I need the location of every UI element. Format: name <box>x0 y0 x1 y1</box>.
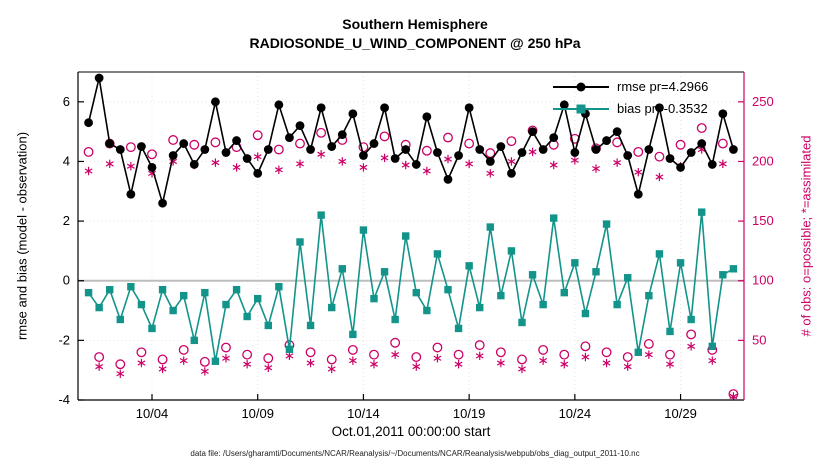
x-axis-label: Oct.01,2011 00:00:00 start <box>331 424 491 439</box>
legend-label-rmse: rmse pr=4.2966 <box>617 79 709 94</box>
svg-text:200: 200 <box>752 153 774 168</box>
legend-row-bias: bias pr=-0.3532 <box>553 101 708 116</box>
bias-marker-icon <box>576 104 586 113</box>
right-axis-label: # of obs: o=possible; *=assimilated <box>798 135 814 337</box>
svg-text:10/29: 10/29 <box>664 406 697 421</box>
svg-text:10/09: 10/09 <box>241 406 274 421</box>
svg-text:150: 150 <box>752 213 774 228</box>
left-axis-label: rmse and bias (model - observation) <box>14 131 30 341</box>
legend: rmse pr=4.2966 bias pr=-0.3532 <box>553 79 708 116</box>
svg-text:0: 0 <box>63 273 70 288</box>
svg-text:10/24: 10/24 <box>559 406 592 421</box>
plot-title: Southern Hemisphere <box>342 16 488 32</box>
svg-text:4: 4 <box>63 153 70 168</box>
legend-row-rmse: rmse pr=4.2966 <box>553 79 708 94</box>
svg-text:10/14: 10/14 <box>347 406 380 421</box>
svg-text:6: 6 <box>63 94 70 109</box>
svg-text:100: 100 <box>752 273 774 288</box>
svg-text:-4: -4 <box>58 392 70 407</box>
legend-label-bias: bias pr=-0.3532 <box>617 101 708 116</box>
svg-text:250: 250 <box>752 94 774 109</box>
svg-text:10/04: 10/04 <box>136 406 169 421</box>
footer-note: data file: /Users/gharamti/Documents/NCA… <box>190 449 640 458</box>
plot-subtitle: RADIOSONDE_U_WIND_COMPONENT @ 250 hPa <box>249 35 581 51</box>
rmse-line-sample <box>553 82 609 91</box>
svg-text:50: 50 <box>752 332 766 347</box>
svg-text:10/19: 10/19 <box>453 406 486 421</box>
bias-line-sample <box>553 104 609 113</box>
svg-text:2: 2 <box>63 213 70 228</box>
rmse-marker-icon <box>576 82 586 91</box>
svg-text:-2: -2 <box>58 332 70 347</box>
